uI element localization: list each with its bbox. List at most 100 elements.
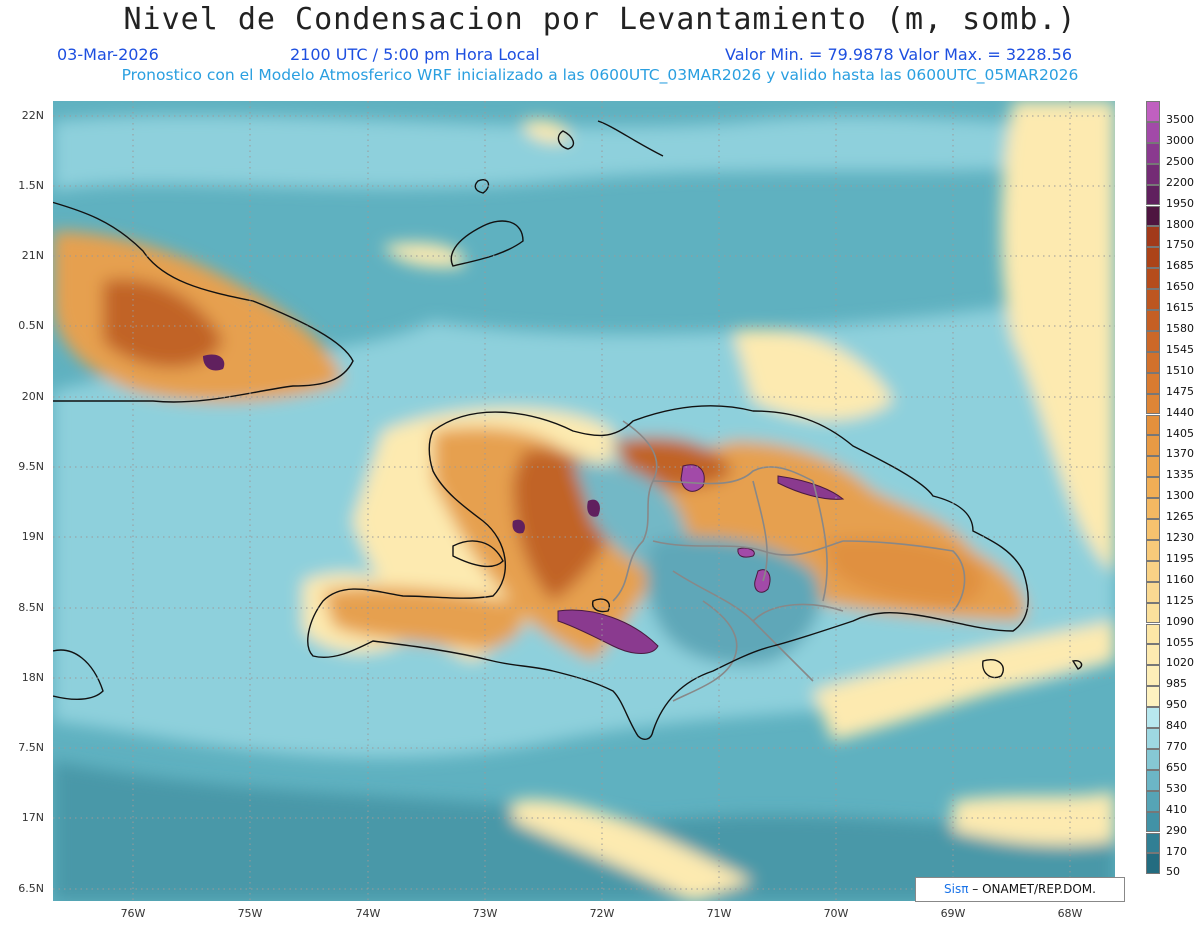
legend-label: 290 [1166,823,1187,837]
legend-label: 1650 [1166,280,1194,294]
lon-label: 72W [589,907,615,920]
legend-label: 1685 [1166,259,1194,273]
legend-swatch [1146,414,1160,436]
credit-brand: Sisπ [944,882,969,896]
legend-label: 1055 [1166,635,1194,649]
legend-label: 950 [1166,698,1187,712]
lon-label: 73W [472,907,498,920]
legend-label: 1405 [1166,426,1194,440]
legend-label: 1300 [1166,489,1194,503]
legend-label: 170 [1166,844,1187,858]
legend-label: 1230 [1166,531,1194,544]
lat-label: 9.5N [18,460,44,473]
lat-label: 6.5N [18,882,44,895]
lon-label: 75W [237,907,263,920]
legend-swatch [1146,519,1160,540]
lat-label: 1.5N [18,179,44,192]
legend-label: 1125 [1166,593,1194,607]
legend-swatch [1146,247,1160,269]
chart-title: Nivel de Condensacion por Levantamiento … [123,2,1077,37]
legend-label: 1750 [1166,238,1194,252]
legend-label: 1160 [1166,572,1194,586]
legend-swatch [1146,456,1160,478]
legend-label: 1580 [1166,322,1194,335]
legend-swatch [1146,644,1160,666]
legend-swatch [1146,748,1160,770]
legend-swatch [1146,184,1160,206]
lat-label: 19N [21,530,44,543]
legend-swatch [1146,853,1160,875]
legend-swatch [1146,435,1160,457]
coastlines [53,120,1083,740]
legend-label: 1090 [1166,614,1194,628]
legend-label: 985 [1166,677,1187,691]
lon-label: 74W [355,907,381,920]
legend-swatch [1146,226,1160,248]
legend-label: 410 [1166,802,1187,816]
lat-label: 7.5N [18,741,44,754]
legend-label: 50 [1166,865,1180,879]
legend-swatch [1146,477,1160,499]
lat-label: 18N [21,671,44,684]
legend-label: 1800 [1166,217,1194,231]
legend-swatch [1146,310,1160,331]
credit-box: Sisπ – ONAMET/REP.DOM. [915,877,1125,902]
lon-label: 70W [823,907,849,920]
legend-swatch [1146,539,1160,561]
legend-label: 650 [1166,760,1187,774]
legend-label: 1020 [1166,656,1194,670]
lon-label: 69W [940,907,966,920]
legend-swatch [1146,665,1160,687]
lat-label: 21N [21,249,44,262]
legend-swatch [1146,602,1160,624]
legend-swatch [1146,101,1160,122]
legend-label: 1440 [1166,405,1194,419]
legend-swatch [1146,686,1160,708]
lcl-map [53,101,1115,901]
legend-swatch [1146,330,1160,352]
legend-label: 1370 [1166,447,1194,461]
legend-label: 530 [1166,781,1187,795]
legend-swatch [1146,581,1160,603]
legend-label: 1615 [1166,301,1194,315]
forecast-time: 2100 UTC / 5:00 pm Hora Local [290,45,540,64]
legend-swatch [1146,289,1160,310]
legend-swatch [1146,790,1160,812]
credit-agency: – ONAMET/REP.DOM. [972,882,1096,896]
legend-swatch [1146,728,1160,749]
legend-swatch [1146,205,1160,227]
legend-swatch [1146,142,1160,164]
legend-swatch [1146,268,1160,290]
legend-swatch [1146,372,1160,394]
lat-label: 22N [21,109,44,122]
legend-swatch [1146,351,1160,373]
legend-swatch [1146,811,1160,833]
lon-label: 68W [1057,907,1083,920]
legend-swatch [1146,560,1160,582]
legend-label: 1950 [1166,196,1194,210]
legend-swatch [1146,163,1160,185]
forecast-note: Pronostico con el Modelo Atmosferico WRF… [121,66,1079,84]
shaded-field [53,101,1115,901]
legend-swatch [1146,393,1160,415]
legend-label: 1195 [1166,551,1194,565]
lat-label: 8.5N [18,601,44,614]
legend-label: 1335 [1166,468,1194,482]
value-range: Valor Min. = 79.9878 Valor Max. = 3228.5… [725,45,1073,64]
legend-label: 2500 [1166,154,1194,168]
graticule [53,101,1115,901]
legend-swatch [1146,832,1160,854]
legend-label: 1475 [1166,384,1194,398]
legend-label: 1510 [1166,363,1194,377]
high-lcl-patches [203,354,845,654]
lat-label: 17N [21,811,44,824]
lon-label: 76W [120,907,146,920]
legend-label: 2200 [1166,175,1194,189]
legend-label: 3000 [1166,133,1194,147]
legend-label: 1265 [1166,510,1194,524]
lon-label: 71W [706,907,732,920]
legend-label: 1545 [1166,342,1194,356]
legend-label: 770 [1166,740,1187,753]
lat-label: 0.5N [18,319,44,332]
lat-label: 20N [21,390,44,403]
